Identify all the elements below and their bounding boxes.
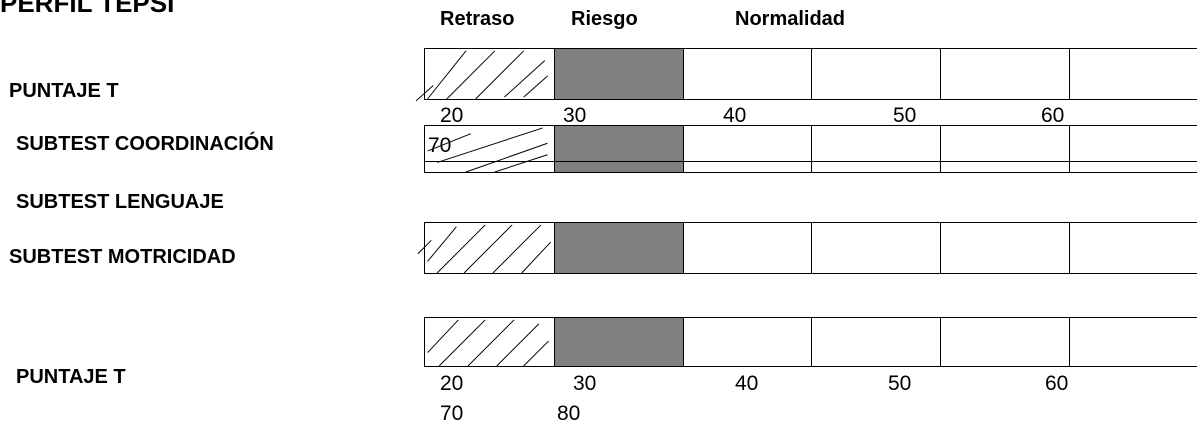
divider-line	[424, 161, 1197, 162]
scale-bar-motricidad	[417, 222, 1197, 274]
scale-tick-80-bottom: 80	[557, 402, 581, 425]
segment-normal-1	[684, 318, 812, 366]
scale-tick-60-bottom: 60	[1045, 372, 1069, 395]
segment-normal-3	[941, 223, 1070, 273]
retraso-hatch	[417, 224, 551, 274]
scale-tick-50: 50	[893, 104, 917, 127]
segment-normal-3	[941, 318, 1070, 366]
row-label-puntaje-t-top: PUNTAJE T	[9, 80, 119, 102]
segment-normal-2	[812, 223, 941, 273]
retraso-hatch	[427, 319, 549, 367]
segment-retraso	[425, 223, 555, 273]
row-label-subtest-lenguaje: SUBTEST LENGUAJE	[16, 191, 224, 213]
segment-normal-2	[812, 126, 941, 172]
segment-normal-3	[941, 49, 1070, 99]
scale-bar-puntaje-t-top	[415, 48, 1197, 102]
segment-normal-2	[812, 318, 941, 366]
segment-retraso	[425, 126, 555, 172]
scale-tick-40-bottom: 40	[735, 372, 759, 395]
header-retraso: Retraso	[440, 8, 515, 30]
scale-tick-70-bottom: 70	[440, 402, 464, 425]
scale-tick-30-bottom: 30	[573, 372, 597, 395]
retraso-hatch	[427, 127, 548, 173]
segment-normal-1	[684, 126, 812, 172]
header-riesgo: Riesgo	[571, 8, 638, 30]
scale-bar-coordinacion	[424, 125, 1197, 173]
segment-normal-1	[684, 49, 812, 99]
row-label-puntaje-t-bottom: PUNTAJE T	[16, 366, 126, 388]
row-label-subtest-coordinacion: SUBTEST COORDINACIÓN	[16, 133, 274, 155]
segment-normal-3	[941, 126, 1070, 172]
scale-tick-60: 60	[1041, 104, 1065, 127]
segment-riesgo	[555, 126, 684, 172]
scale-tick-20-bottom: 20	[440, 372, 464, 395]
retraso-hatch	[415, 50, 549, 102]
scale-tick-40: 40	[723, 104, 747, 127]
segment-riesgo	[555, 49, 684, 99]
row-label-subtest-motricidad: SUBTEST MOTRICIDAD	[9, 246, 236, 268]
segment-normal-1	[684, 223, 812, 273]
page-title: PERFIL TEPSI	[0, 0, 175, 18]
segment-riesgo	[555, 223, 684, 273]
scale-tick-70: 70	[428, 134, 452, 157]
segment-retraso	[425, 49, 555, 99]
segment-retraso	[425, 318, 555, 366]
scale-bar-puntaje-t-bottom	[424, 317, 1197, 367]
segment-normal-2	[812, 49, 941, 99]
header-normalidad: Normalidad	[735, 8, 846, 30]
segment-riesgo	[555, 318, 684, 366]
scale-tick-50-bottom: 50	[888, 372, 912, 395]
scale-tick-30: 30	[563, 104, 587, 127]
scale-tick-20: 20	[440, 104, 464, 127]
